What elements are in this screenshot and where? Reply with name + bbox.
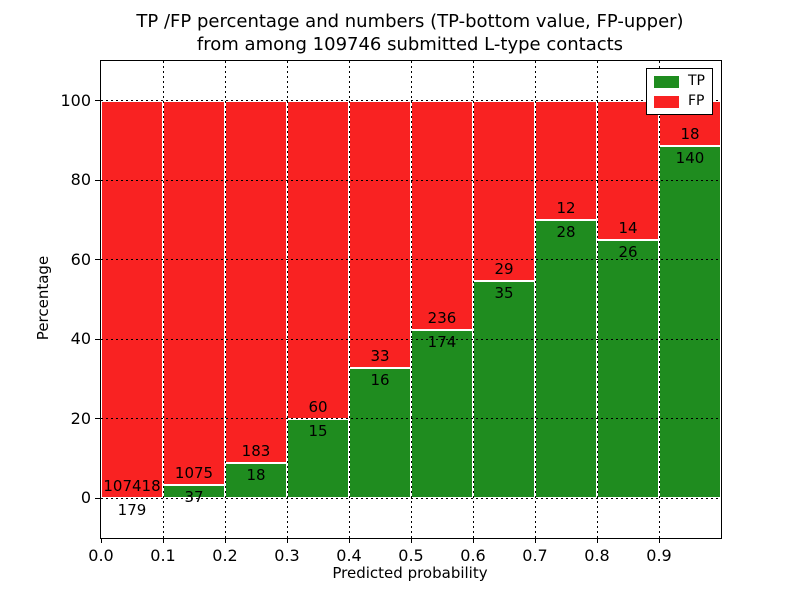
y-tick-label: 40 bbox=[70, 329, 91, 349]
grid-line-vertical bbox=[348, 61, 350, 538]
bar-label-tp: 179 bbox=[117, 500, 147, 519]
legend: TP FP bbox=[646, 68, 713, 115]
bar-label-fp: 183 bbox=[241, 441, 271, 460]
x-tick-mark bbox=[472, 539, 474, 543]
bar-label-fp: 236 bbox=[427, 308, 457, 327]
bar-label-tp: 26 bbox=[618, 242, 638, 261]
x-tick-mark bbox=[658, 539, 660, 543]
y-tick-mark bbox=[95, 179, 100, 181]
bar-label-tp: 174 bbox=[427, 332, 457, 351]
bar-label-fp: 1075 bbox=[174, 464, 214, 483]
legend-swatch-tp bbox=[654, 75, 679, 88]
grid-line-horizontal bbox=[101, 100, 721, 102]
bar-segment-fp bbox=[535, 100, 597, 220]
x-tick-label: 0.3 bbox=[274, 546, 300, 565]
bar-label-fp: 29 bbox=[494, 259, 514, 278]
x-tick-mark bbox=[224, 539, 226, 543]
grid-line-vertical bbox=[162, 61, 164, 538]
grid-line-vertical bbox=[658, 61, 660, 538]
x-tick-label: 0.2 bbox=[212, 546, 238, 565]
y-tick-label: 20 bbox=[70, 408, 91, 428]
grid-line-horizontal bbox=[101, 338, 721, 340]
legend-label-fp: FP bbox=[688, 93, 705, 109]
y-tick-mark bbox=[95, 100, 100, 102]
bar-segment-fp bbox=[349, 100, 411, 369]
bar-label-tp: 18 bbox=[246, 465, 266, 484]
x-tick-label: 0.8 bbox=[584, 546, 610, 565]
bar-segment-tp bbox=[225, 462, 287, 499]
x-tick-label: 0.5 bbox=[398, 546, 424, 565]
bar-label-tp: 37 bbox=[184, 488, 204, 507]
grid-line-vertical bbox=[286, 61, 288, 538]
bar-segment-fp bbox=[101, 100, 163, 498]
grid-line-vertical bbox=[224, 61, 226, 538]
x-tick-mark bbox=[596, 539, 598, 543]
bar-label-fp: 14 bbox=[618, 218, 638, 237]
bar-label-fp: 60 bbox=[308, 397, 328, 416]
chart-title: TP /FP percentage and numbers (TP-bottom… bbox=[90, 10, 730, 56]
bar-label-fp: 18 bbox=[680, 125, 700, 144]
x-tick-label: 0.0 bbox=[88, 546, 114, 565]
x-tick-mark bbox=[162, 539, 164, 543]
x-tick-mark bbox=[410, 539, 412, 543]
bar-segment-tp bbox=[473, 280, 535, 499]
bar-label-fp: 33 bbox=[370, 347, 390, 366]
bar-label-fp: 107418 bbox=[103, 476, 161, 495]
bar-segment-fp bbox=[163, 100, 225, 486]
y-tick-mark bbox=[95, 338, 100, 340]
grid-line-horizontal bbox=[101, 418, 721, 420]
x-tick-label: 0.7 bbox=[522, 546, 548, 565]
bar-segment-tp bbox=[659, 146, 721, 499]
y-tick-label: 80 bbox=[70, 170, 91, 190]
bar-segment-fp bbox=[473, 100, 535, 281]
grid-line-vertical bbox=[410, 61, 412, 538]
plot-area: TP FP 107418 179 1075 37 183 18 60 15 33 16 236 174 2… bbox=[60, 60, 722, 565]
legend-row: FP bbox=[654, 94, 705, 109]
grid-line-vertical bbox=[472, 61, 474, 538]
y-tick-mark bbox=[95, 259, 100, 261]
grid-line-vertical bbox=[534, 61, 536, 538]
y-tick-mark bbox=[95, 497, 100, 499]
grid-line-horizontal bbox=[101, 497, 721, 499]
x-tick-mark bbox=[534, 539, 536, 543]
x-tick-mark bbox=[286, 539, 288, 543]
legend-swatch-fp bbox=[654, 95, 679, 108]
grid-line-horizontal bbox=[101, 259, 721, 261]
chart-title-line1: TP /FP percentage and numbers (TP-bottom… bbox=[136, 11, 684, 32]
y-tick-mark bbox=[95, 418, 100, 420]
bar-label-tp: 28 bbox=[556, 223, 576, 241]
legend-label-tp: TP bbox=[688, 73, 705, 89]
x-tick-mark bbox=[348, 539, 350, 543]
bar-label-fp: 12 bbox=[556, 199, 576, 217]
x-tick-label: 0.6 bbox=[460, 546, 486, 565]
y-tick-label: 100 bbox=[60, 90, 91, 110]
grid-line-horizontal bbox=[101, 179, 721, 181]
chart-title-line2: from among 109746 submitted L-type conta… bbox=[196, 34, 624, 55]
bar-segment-tp bbox=[597, 239, 659, 499]
x-axis-label: Predicted probability bbox=[332, 564, 488, 582]
bar-label-tp: 15 bbox=[308, 421, 328, 440]
x-tick-label: 0.1 bbox=[150, 546, 176, 565]
y-tick-label: 60 bbox=[70, 249, 91, 269]
x-tick-mark bbox=[100, 539, 102, 543]
bar-label-tp: 16 bbox=[370, 371, 390, 390]
legend-row: TP bbox=[654, 74, 705, 89]
bar-label-tp: 140 bbox=[675, 149, 705, 168]
y-tick-label: 0 bbox=[80, 488, 91, 508]
bar-segment-fp bbox=[597, 100, 659, 240]
x-tick-label: 0.4 bbox=[336, 546, 362, 565]
bar-label-tp: 35 bbox=[494, 283, 514, 302]
x-tick-label: 0.9 bbox=[646, 546, 672, 565]
grid-line-vertical bbox=[596, 61, 598, 538]
